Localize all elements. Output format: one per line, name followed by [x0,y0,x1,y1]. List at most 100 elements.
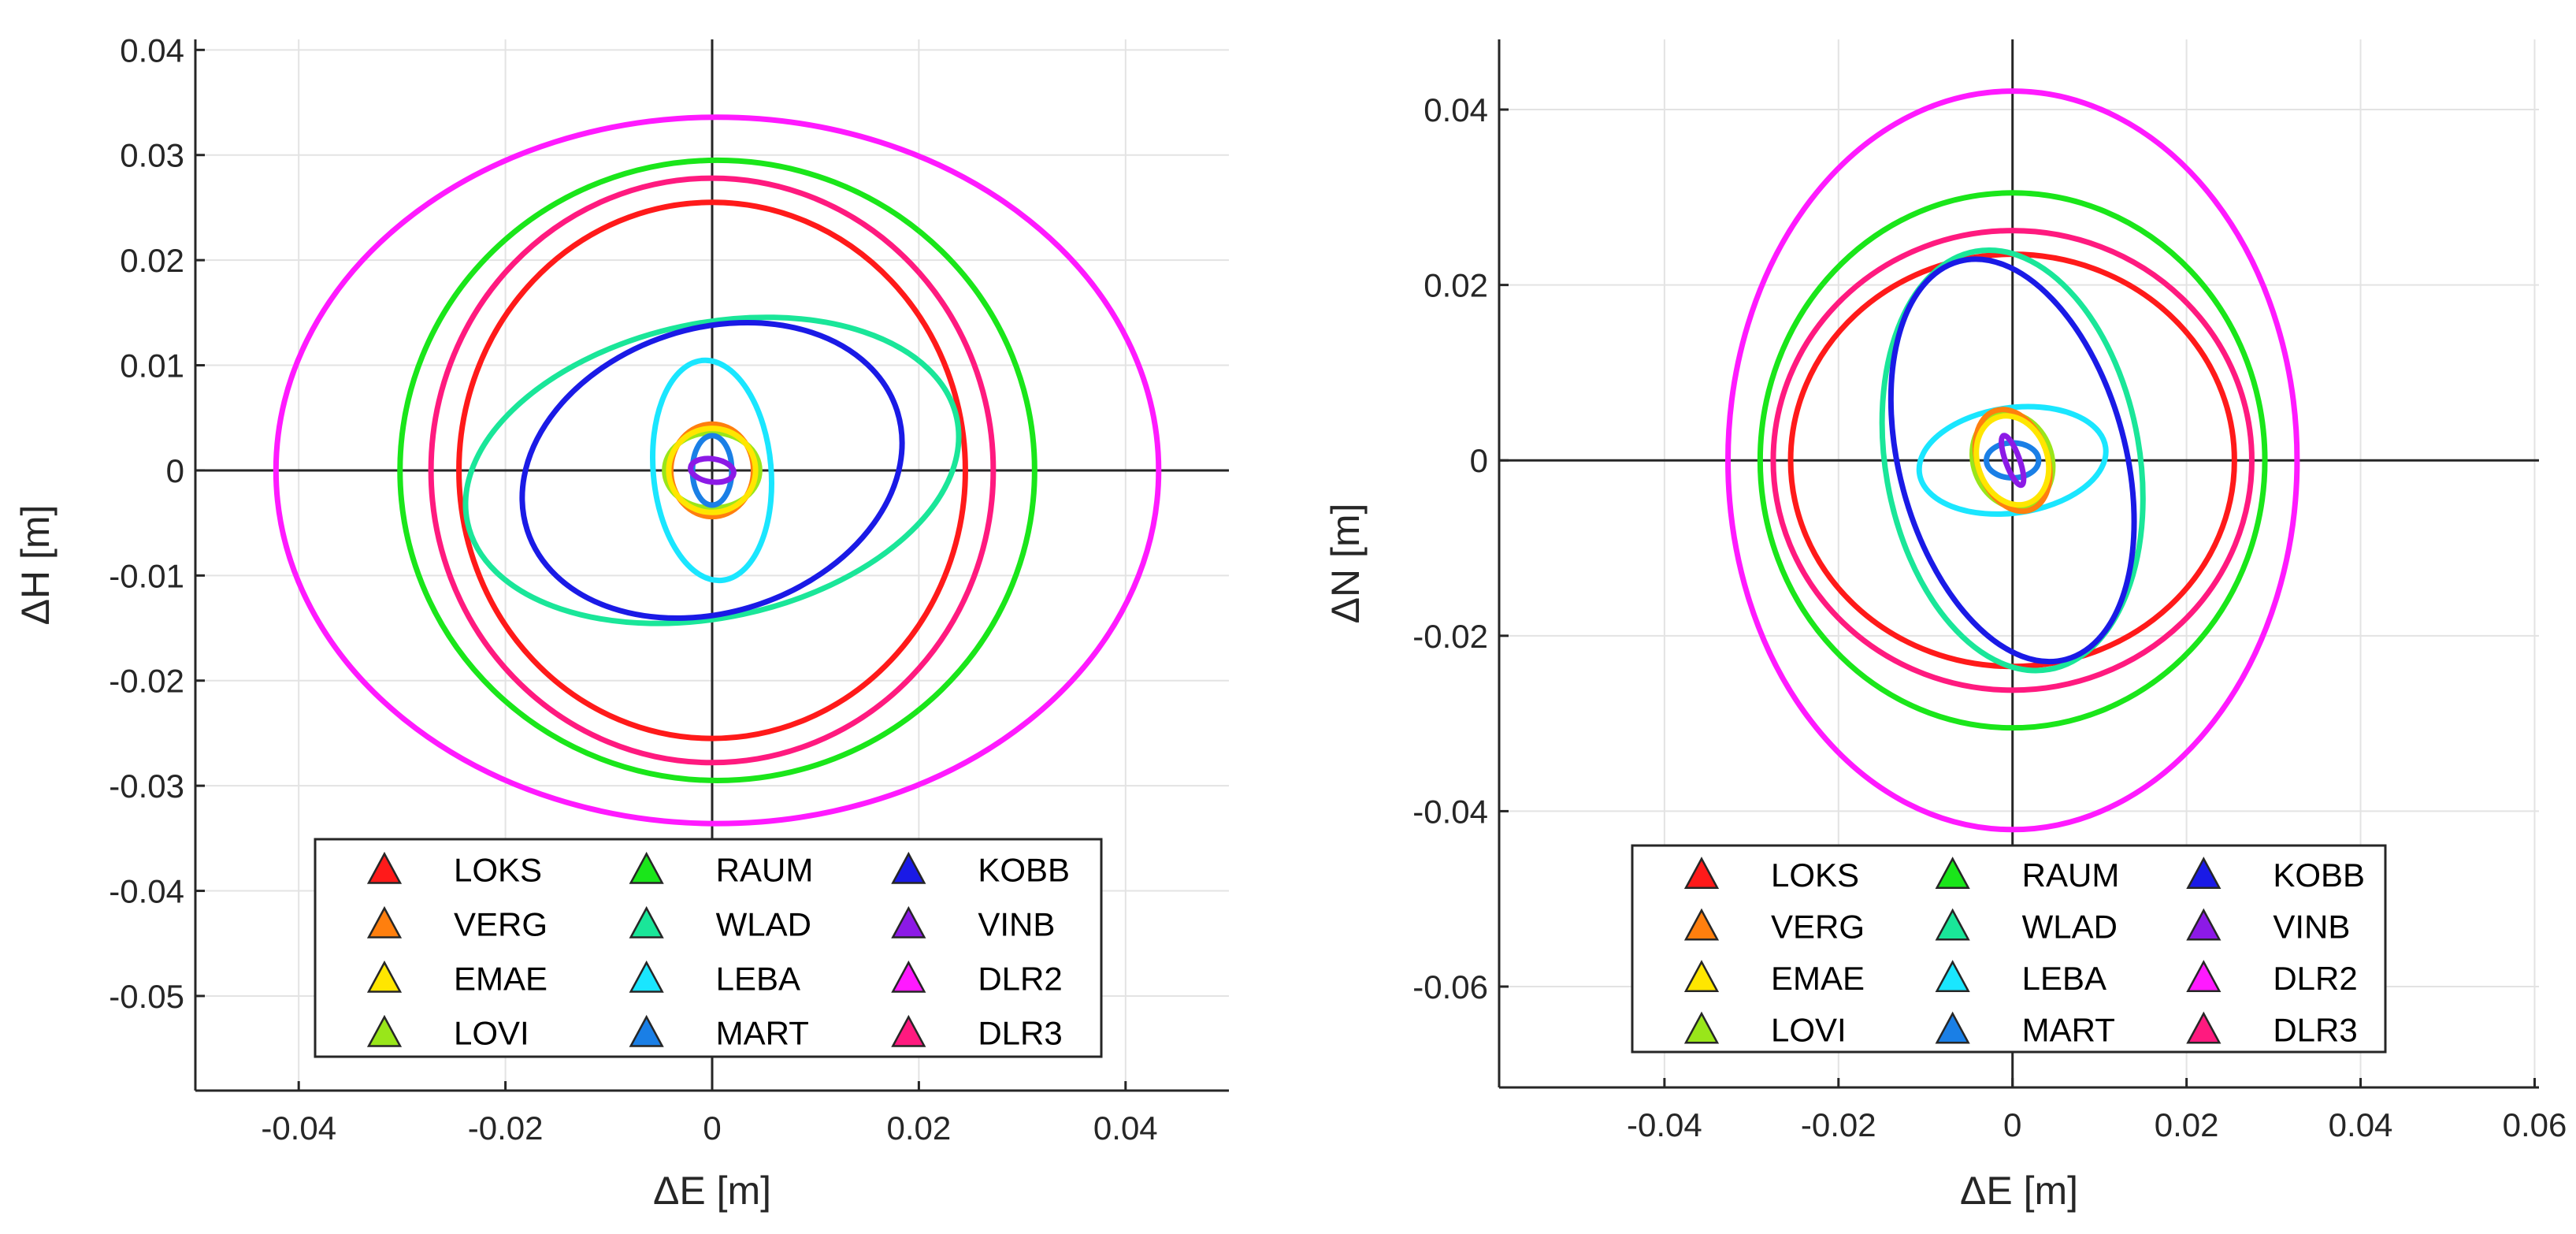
legend-label-verg: VERG [1771,908,1865,945]
x-tick-label: 0 [703,1109,721,1147]
legend-box [314,838,1103,1058]
x-axis-label: ΔE [m] [653,1169,771,1213]
left-plot-dh-vs-de: -0.04 -0.02 0 0.02 0.04 0.04 0.03 0.02 0.01 0 -0.0… [13,32,1229,1213]
ellipse-vinb [1999,433,2027,489]
legend-marker-loks [366,851,403,884]
y-tick-label: -0.04 [1412,793,1488,830]
x-tick-label: 0.04 [2329,1106,2393,1143]
legend: LOKS VERG EMAE LOVI RAUM WLAD LEBA MART KOBB VINB… [1631,844,2387,1054]
x-tick-label: 0.04 [1093,1109,1158,1147]
legend-label-raum: RAUM [716,852,814,889]
legend-marker-dlr3 [891,1014,926,1047]
legend-marker-wlad [1935,908,1970,941]
ellipse-group [1725,88,2300,833]
x-axis-label: ΔE [m] [1960,1169,2078,1213]
x-tick-label: 0.02 [2155,1106,2219,1143]
x-tick-label: 0.06 [2503,1106,2567,1143]
x-tick-label: -0.04 [1627,1106,1702,1143]
legend-marker-lovi [366,1014,403,1047]
legend-label-emae: EMAE [454,961,547,998]
legend-marker-vinb [2186,908,2222,941]
legend-marker-emae [1683,960,1720,992]
legend-marker-verg [1683,908,1720,941]
y-tick-label: -0.05 [109,978,184,1015]
legend-label-loks: LOKS [454,852,542,889]
ellipse-dlr3 [1770,228,2255,693]
y-tick-label: 0.03 [120,137,184,174]
legend-label-lovi: LOVI [1771,1011,1847,1048]
y-axis-label: ΔH [m] [13,505,58,626]
ellipse-leba [650,357,774,584]
ellipse-emae [1973,413,2052,508]
y-tick-label: -0.03 [109,768,184,805]
legend-label-loks: LOKS [1771,857,1859,894]
y-tick-label: 0.04 [1423,91,1488,128]
legend-label-wlad: WLAD [716,906,811,943]
legend-marker-raum [1935,857,1970,889]
legend-marker-dlr3 [2186,1011,2222,1044]
y-tick-label: -0.04 [109,873,184,910]
ellipse-kobb [519,319,905,621]
x-tick-label: 0 [2003,1106,2021,1143]
legend-marker-kobb [891,851,926,884]
x-tick-label: 0.02 [887,1109,952,1147]
legend-marker-kobb [2186,857,2222,889]
ellipse-wlad [462,314,962,626]
legend-label-lovi: LOVI [454,1015,529,1052]
y-tick-label: -0.06 [1412,968,1488,1005]
legend-label-kobb: KOBB [978,852,1070,889]
legend-label-verg: VERG [454,906,547,943]
legend-marker-leba [1935,960,1970,992]
legend-label-mart: MART [716,1015,809,1052]
ellipse-dlr2 [273,114,1162,827]
y-tick-label: 0.04 [120,32,184,69]
legend-marker-loks [1683,857,1720,889]
legend-label-dlr3: DLR3 [978,1015,1062,1052]
legend-marker-raum [629,851,664,884]
legend-label-dlr2: DLR2 [2273,960,2357,997]
ellipse-emae [666,426,759,515]
y-tick-label: -0.01 [109,557,184,594]
legend-marker-verg [366,905,403,939]
legend-label-leba: LEBA [2022,960,2106,997]
y-tick-label: -0.02 [1412,618,1488,655]
legend-label-wlad: WLAD [2022,908,2118,945]
ellipse-dlr3 [428,175,997,766]
y-tick-label: 0.01 [120,348,184,385]
legend-marker-dlr2 [891,960,926,993]
ellipse-group [273,114,1162,827]
y-tick-label: -0.02 [109,663,184,700]
legend-marker-dlr2 [2186,960,2222,992]
y-tick-label: 0 [1470,442,1488,479]
legend-marker-wlad [629,905,664,939]
right-plot-dn-vs-de: -0.04 -0.02 0 0.02 0.04 0.06 0.04 0.02 0 -0.02 -0.… [1323,39,2567,1213]
ellipse-dlr2 [1725,88,2300,833]
ellipse-vinb [688,455,737,485]
legend-marker-mart [629,1014,664,1047]
legend-marker-mart [1935,1011,1970,1044]
legend-marker-vinb [891,905,926,939]
legend-label-mart: MART [2022,1011,2115,1048]
legend-label-kobb: KOBB [2273,857,2365,894]
ellipse-raum [1757,190,2268,731]
y-tick-label: 0.02 [1423,267,1488,304]
ellipse-lovi [662,429,763,511]
legend-label-dlr2: DLR2 [978,961,1062,998]
x-tick-label: -0.02 [468,1109,544,1147]
ellipse-kobb [1887,256,2137,665]
ellipse-loks [456,199,968,742]
x-tick-label: -0.04 [261,1109,336,1147]
x-tick-label: -0.02 [1801,1106,1876,1143]
legend-marker-emae [366,960,403,993]
legend: LOKS VERG EMAE LOVI RAUM WLAD LEBA MART KOBB VINB… [314,838,1103,1058]
legend-label-dlr3: DLR3 [2273,1011,2357,1048]
legend-box [1631,844,2387,1054]
ellipse-raum [397,157,1037,783]
legend-label-raum: RAUM [2022,857,2120,894]
y-axis-label: ΔN [m] [1323,504,1368,624]
legend-label-vinb: VINB [978,906,1055,943]
legend-label-emae: EMAE [1771,960,1865,997]
ellipse-wlad [1879,247,2146,674]
y-tick-label: 0 [166,452,184,489]
